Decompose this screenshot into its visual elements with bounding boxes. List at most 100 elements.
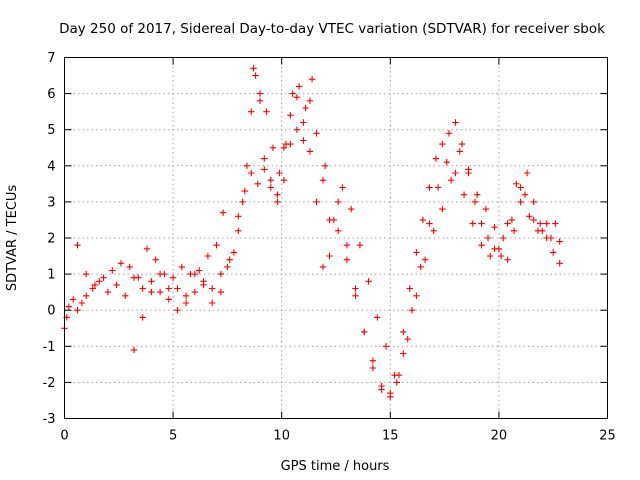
data-point [261,166,268,173]
data-point [174,285,181,292]
data-point [293,126,301,133]
data-point [439,140,446,148]
data-point [517,198,524,206]
data-point [209,299,216,307]
data-point [289,90,296,97]
y-tick-label: -2 [43,376,56,391]
data-point [426,184,433,191]
data-point [369,357,377,364]
y-axis-label: SDTVAR / TECUs [5,185,20,292]
data-point [130,346,138,354]
ticks [64,57,608,419]
data-point [178,263,185,271]
data-point [70,296,77,303]
data-point [452,119,459,126]
data-point [267,177,274,184]
data-point [65,303,72,310]
chart-title: Day 250 of 2017, Sidereal Day-to-day VTE… [59,21,605,37]
data-point [517,184,524,191]
data-point [460,191,468,198]
data-point [263,108,270,115]
data-point [391,372,398,379]
data-point [432,155,440,162]
data-point [406,285,413,292]
grid [64,57,608,419]
data-point [413,292,420,299]
data-point [217,288,225,296]
data-point [426,220,433,227]
data-point [217,270,225,278]
data-point [439,205,446,213]
data-point [241,187,248,195]
y-tick-label: 3 [47,195,55,210]
data-point [374,314,381,321]
data-point [523,169,531,177]
data-point [352,292,359,299]
data-points [61,65,563,400]
data-point [83,292,90,299]
data-point [139,285,146,292]
data-point [434,184,442,191]
data-point [191,288,198,296]
data-point [74,242,81,249]
data-point [83,270,90,278]
y-tick-label: -3 [43,412,56,427]
data-point [491,224,498,231]
data-point [122,292,129,299]
data-point [552,220,559,227]
data-point [478,242,485,249]
data-point [335,227,342,234]
x-tick-label: 10 [273,429,290,444]
data-point [280,144,288,151]
data-point [280,177,288,184]
data-point [235,227,242,234]
data-point [400,350,407,357]
data-point [256,90,264,97]
data-point [504,256,511,263]
data-point [348,205,355,213]
data-point [174,307,181,314]
data-point [243,162,251,169]
data-point [161,270,168,278]
data-point [169,274,177,281]
data-point [196,267,203,274]
data-point [369,364,377,372]
data-point [313,198,320,206]
data-point [143,245,151,252]
data-point [339,184,346,191]
y-tick-label: 1 [47,268,55,283]
data-point [356,242,364,249]
data-point [495,245,503,252]
data-point [543,220,550,227]
data-point [443,159,450,166]
data-point [235,213,242,220]
data-point [452,169,459,177]
data-point [209,285,216,292]
data-point [382,343,390,350]
data-point [526,213,533,220]
data-point [421,256,429,263]
data-point [252,72,259,79]
data-point [148,278,155,285]
y-tick-label: 7 [47,51,55,66]
data-point [293,94,301,101]
data-point [165,285,172,292]
data-point [248,108,255,115]
y-tick-label: -1 [43,340,56,355]
y-tick-label: 4 [47,159,55,174]
data-point [458,140,466,148]
data-point [500,234,507,242]
data-point [156,288,164,296]
y-tick-label: 6 [47,87,55,102]
data-point [187,270,194,278]
data-point [269,144,277,151]
data-point [248,169,255,177]
x-axis-label: GPS time / hours [281,459,390,474]
data-point [430,227,437,234]
data-point [537,220,544,227]
data-point [267,184,274,191]
data-point [335,198,342,206]
data-point [78,299,86,307]
data-point [550,249,557,256]
data-point [109,267,116,274]
